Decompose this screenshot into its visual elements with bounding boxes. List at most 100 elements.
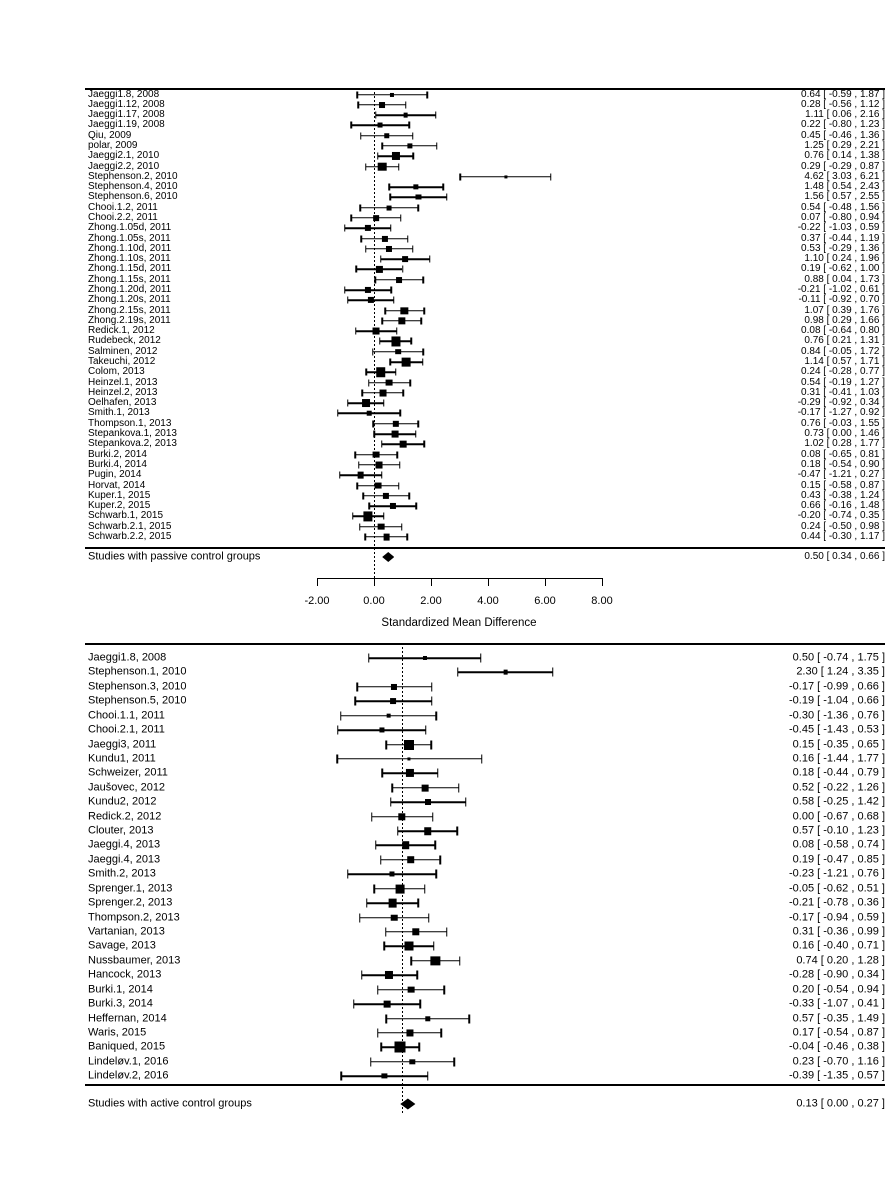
point-estimate	[383, 492, 390, 499]
ci-cap-right	[412, 152, 415, 160]
study-label: Zhong.1.20s, 2011	[88, 294, 171, 306]
ci-cap-left	[381, 440, 383, 448]
ci-cap-right	[422, 348, 424, 356]
study-value: -0.17 [ -0.99 , 0.66 ]	[788, 680, 885, 693]
study-value: 1.10 [ 0.24 , 1.96 ]	[804, 253, 885, 265]
study-value: 2.30 [ 1.24 , 3.35 ]	[796, 665, 885, 678]
study-value: 0.19 [ -0.47 , 0.85 ]	[792, 853, 885, 866]
ci-cap-right	[393, 296, 395, 304]
ci-cap-left	[336, 725, 339, 735]
point-estimate	[386, 713, 391, 719]
ci-cap-right	[408, 121, 410, 129]
study-label: Baniqued, 2015	[88, 1040, 166, 1053]
study-label: Kundu2, 2012	[88, 795, 157, 808]
point-estimate	[381, 1073, 388, 1079]
ci-cap-left	[359, 523, 361, 531]
x-axis-title: Standardized Mean Difference	[381, 617, 537, 629]
ci-cap-right	[426, 1071, 429, 1081]
ci-cap-left	[340, 1071, 342, 1081]
ci-cap-left	[338, 471, 341, 479]
ci-cap-left	[381, 768, 383, 778]
study-label: Nussbaumer, 2013	[88, 954, 181, 967]
point-estimate	[407, 143, 413, 149]
ci-cap-right	[430, 740, 432, 750]
study-label: Thompson.1, 2013	[88, 417, 172, 429]
ci-cap-right	[552, 667, 554, 677]
ci-cap-left	[336, 754, 338, 764]
ci-cap-left	[375, 840, 377, 850]
ci-cap-left	[457, 667, 459, 677]
point-estimate	[376, 266, 383, 273]
ci-cap-left	[360, 235, 363, 243]
point-estimate	[407, 986, 415, 994]
point-estimate	[386, 245, 393, 252]
ci-cap-left	[391, 783, 393, 793]
study-label: Qiu, 2009	[88, 129, 132, 141]
point-estimate	[413, 184, 419, 190]
study-value: -0.21 [ -1.02 , 0.61 ]	[797, 284, 885, 295]
study-label: Sprenger.1, 2013	[88, 882, 173, 895]
passive-summary-rule	[85, 547, 885, 549]
study-value: -0.33 [ -1.07 , 0.41 ]	[788, 997, 885, 1010]
study-label: Heffernan, 2014	[88, 1012, 167, 1024]
ci-cap-left	[390, 797, 392, 807]
ci-cap-left	[360, 132, 362, 140]
active-zero-line	[402, 643, 403, 1113]
ci-cap-right	[434, 840, 437, 850]
ci-cap-right	[382, 399, 385, 407]
ci-cap-left	[381, 142, 383, 150]
study-label: Jaeggi1.17, 2008	[88, 109, 165, 121]
study-value: 0.53 [ -0.29 , 1.36 ]	[801, 242, 885, 254]
ci-cap-right	[415, 502, 417, 510]
point-estimate	[403, 739, 414, 750]
study-value: 0.57 [ -0.10 , 1.23 ]	[792, 824, 885, 837]
study-label: Pugin, 2014	[88, 469, 142, 481]
study-value: 0.66 [ -0.16 , 1.48 ]	[801, 500, 885, 512]
x-axis-tick-label: 6.00	[534, 595, 556, 607]
point-estimate	[367, 297, 374, 304]
ci-cap-left	[355, 327, 357, 335]
ci-cap-left	[357, 101, 359, 109]
study-value: -0.22 [ -1.03 , 0.59 ]	[797, 222, 885, 234]
ci-cap-right	[439, 855, 441, 865]
point-estimate	[412, 928, 420, 936]
study-value: 0.74 [ 0.20 , 1.28 ]	[796, 954, 885, 967]
point-estimate	[400, 306, 409, 315]
study-label: Schweizer, 2011	[88, 766, 168, 779]
study-label: Clouter, 2013	[88, 824, 154, 837]
study-value: 0.52 [ -0.22 , 1.26 ]	[792, 781, 885, 794]
ci-cap-right	[423, 307, 425, 315]
ci-cap-right	[435, 869, 437, 879]
study-value: 0.07 [ -0.80 , 0.94 ]	[801, 211, 885, 223]
study-value: 0.37 [ -0.44 , 1.19 ]	[801, 232, 885, 244]
point-estimate	[390, 92, 395, 97]
study-label: Heinzel.1, 2013	[88, 376, 158, 388]
point-estimate	[384, 132, 390, 139]
x-axis-tick	[488, 578, 489, 586]
study-value: 1.11 [ 0.06 , 2.16 ]	[805, 109, 885, 121]
study-value: 0.00 [ -0.67 , 0.68 ]	[792, 810, 885, 823]
ci-cap-right	[424, 884, 426, 894]
study-value: 0.23 [ -0.70 , 1.16 ]	[792, 1055, 885, 1068]
ci-cap-right	[407, 235, 409, 243]
ci-cap-right	[431, 812, 434, 822]
ci-cap-left	[410, 956, 412, 966]
study-label: Thompson.2, 2013	[88, 911, 180, 924]
point-estimate	[401, 841, 410, 850]
study-value: 1.02 [ 0.28 , 1.77 ]	[804, 438, 885, 450]
ci-cap-right	[436, 768, 439, 778]
ci-cap-right	[550, 173, 552, 181]
passive-summary-diamond	[382, 552, 395, 562]
ci-cap-right	[457, 783, 460, 793]
point-estimate	[377, 162, 387, 171]
study-label: Heinzel.2, 2013	[88, 386, 158, 398]
point-estimate	[388, 898, 397, 908]
study-label: Stephenson.6, 2010	[88, 191, 178, 203]
study-label: Hancock, 2013	[88, 968, 162, 981]
study-value: 0.45 [ -0.46 , 1.36 ]	[801, 129, 885, 141]
study-value: 0.50 [ -0.74 , 1.75 ]	[792, 651, 885, 664]
point-estimate	[372, 327, 380, 335]
ci-cap-right	[412, 132, 414, 140]
passive-summary-value: 0.50 [ 0.34 , 0.66 ]	[804, 551, 885, 562]
ci-cap-left	[373, 430, 375, 438]
